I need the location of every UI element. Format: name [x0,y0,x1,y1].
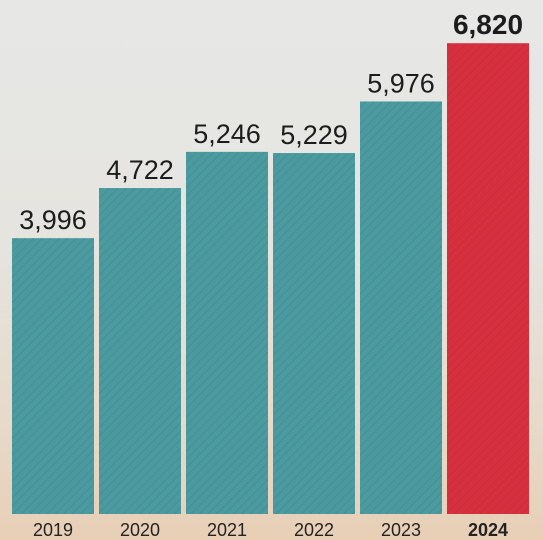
value-label-2024: 6,820 [453,9,523,40]
x-tick-2019: 2019 [33,520,73,540]
bar-texture-2022 [273,153,355,515]
value-label-2020: 4,722 [106,155,174,185]
value-label-2023: 5,976 [367,68,435,98]
value-label-2019: 3,996 [19,205,87,235]
x-tick-2023: 2023 [381,520,421,540]
bar-texture-2019 [12,238,94,514]
value-label-2022: 5,229 [280,120,348,150]
x-tick-2022: 2022 [294,520,334,540]
x-axis-ticks-group: 2019 2020 2021 2022 2023 2024 [33,520,508,540]
bars-group [12,43,529,515]
bar-texture-2023 [360,101,442,515]
bar-texture-2021 [186,151,268,514]
value-labels-group: 3,996 4,722 5,246 5,229 5,976 6,820 [19,9,523,235]
x-tick-2024: 2024 [468,520,508,540]
bar-texture-2024 [447,43,529,515]
bar-texture-2020 [99,188,181,514]
value-label-2021: 5,246 [193,119,261,149]
x-tick-2021: 2021 [207,520,247,540]
x-tick-2020: 2020 [120,520,160,540]
